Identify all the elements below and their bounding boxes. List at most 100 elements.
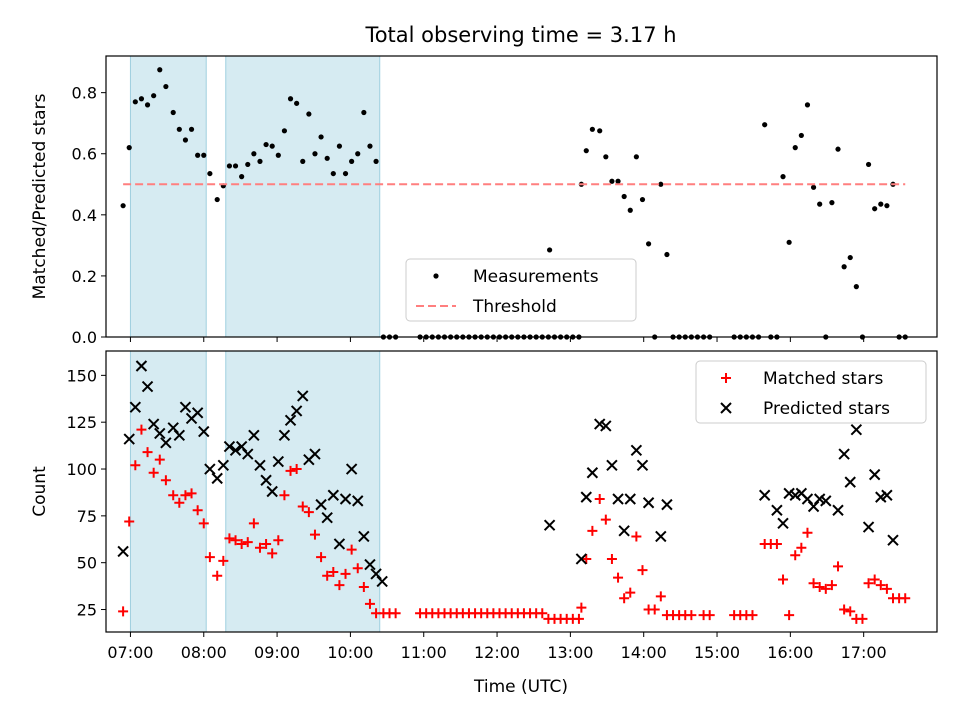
matched-star-point [174, 497, 185, 508]
predicted-star-point [887, 534, 899, 546]
legend-label: Predicted stars [763, 399, 890, 419]
matched-star-point [900, 593, 911, 604]
measurement-point [835, 146, 841, 152]
legend-marker [433, 273, 439, 279]
measurement-point [609, 178, 615, 184]
matched-star-point [358, 582, 369, 593]
predicted-star-point [868, 468, 881, 481]
measurement-point [829, 200, 835, 206]
matched-star-point [297, 501, 308, 512]
predicted-star-point [758, 489, 771, 501]
measurement-point [639, 196, 646, 203]
x-tick-label: 10:00 [327, 643, 373, 662]
matched-star-point [242, 537, 253, 548]
figure-title: Total observing time = 3.17 h [364, 23, 676, 47]
predicted-star-point [820, 495, 832, 507]
measurement-point [226, 163, 233, 169]
top-panel: 0.0 0.2 0.4 0.6 0.8 Matched/Predicted stars Me… [30, 55, 938, 347]
predicted-star-point [832, 504, 844, 516]
y-axis-label: Count [30, 466, 50, 517]
measurement-point [792, 145, 798, 151]
matched-star-point [273, 535, 284, 546]
shaded-interval [129, 350, 207, 633]
measurement-point [547, 247, 553, 253]
matched-star-point [328, 567, 339, 578]
matched-star-point [236, 538, 247, 549]
matched-star-point [631, 531, 642, 542]
matched-star-point [655, 591, 666, 602]
predicted-star-point [339, 493, 352, 505]
matched-star-point [309, 529, 320, 540]
predicted-star-point [606, 459, 618, 471]
predicted-star-point [327, 489, 340, 501]
y-tick-label: 100 [66, 460, 97, 479]
matched-star-point [576, 602, 587, 613]
predicted-star-point [364, 558, 376, 571]
measurement-point [207, 170, 213, 177]
measurement-point [281, 128, 288, 134]
predicted-star-point [297, 390, 309, 402]
measurement-point [603, 154, 609, 160]
matched-star-point [790, 550, 801, 561]
x-tick-label: 09:00 [254, 643, 300, 662]
measurement-point [188, 126, 195, 132]
measurement-point [312, 151, 318, 157]
measurement-point [633, 154, 639, 160]
measurement-point [615, 178, 621, 184]
predicted-star-point [135, 360, 148, 372]
predicted-star-point [655, 530, 667, 543]
matched-star-point [796, 542, 807, 553]
predicted-star-point [284, 414, 297, 427]
y-tick-label: 50 [77, 554, 97, 573]
matched-star-point [581, 553, 592, 564]
measurement-point [294, 100, 300, 106]
predicted-star-point [117, 545, 129, 558]
measurement-point [324, 155, 330, 161]
y-tick-label: 0.6 [72, 145, 97, 164]
measurement-point [257, 158, 263, 164]
measurement-point [287, 96, 294, 102]
matched-star-point [346, 544, 357, 555]
predicted-star-point [272, 455, 285, 468]
matched-star-point [613, 572, 624, 583]
predicted-star-point [661, 498, 673, 511]
predicted-star-point [173, 429, 186, 442]
matched-star-point [881, 583, 892, 594]
measurement-point [120, 203, 126, 209]
measurement-point [664, 251, 670, 258]
matched-star-point [180, 490, 191, 501]
measurement-point [841, 264, 847, 270]
matched-star-point [267, 548, 278, 559]
predicted-star-point [358, 530, 370, 543]
legend-marker [720, 402, 732, 414]
predicted-star-point [838, 448, 850, 460]
measurement-point [355, 151, 361, 157]
shaded-interval [225, 55, 381, 338]
shaded-interval [225, 350, 381, 633]
matched-star-point [261, 538, 272, 549]
legend-marker [721, 373, 731, 383]
matched-star-point [784, 610, 795, 621]
legend-label: Measurements [473, 267, 599, 287]
matched-star-point [863, 578, 874, 589]
bottom-panel: 25 50 75 100 125 150 07:00 08:00 09:00 10:00 11:00… [30, 350, 938, 662]
predicted-star-point [123, 433, 135, 445]
predicted-star-point [352, 495, 364, 507]
predicted-star-point [618, 525, 630, 537]
predicted-star-point [278, 429, 291, 442]
measurement-point [878, 201, 884, 207]
predicted-star-point [211, 472, 223, 485]
matched-star-point [594, 493, 605, 504]
matched-star-point [839, 604, 850, 615]
matched-star-point [704, 610, 715, 621]
measurement-point [300, 158, 306, 164]
measurement-point [132, 99, 138, 105]
measurement-point [182, 137, 189, 143]
predicted-star-point [223, 440, 236, 453]
measurement-point [349, 158, 355, 164]
predicted-star-point [771, 504, 783, 516]
measurement-point [163, 83, 169, 90]
predicted-star-point [229, 444, 242, 456]
x-tick-label: 16:00 [767, 643, 813, 662]
measurement-point [157, 67, 163, 73]
